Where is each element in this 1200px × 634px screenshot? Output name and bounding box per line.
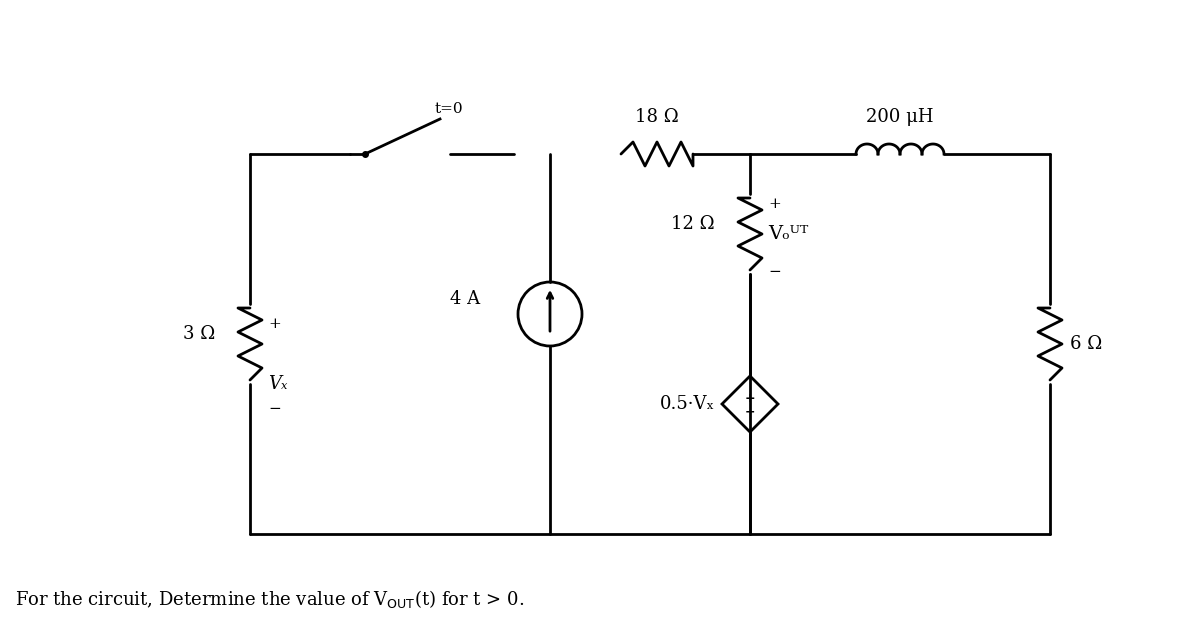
Text: 18 Ω: 18 Ω <box>635 108 679 126</box>
Text: Vₓ: Vₓ <box>268 375 287 393</box>
Text: −: − <box>268 402 281 416</box>
Text: 6 Ω: 6 Ω <box>1070 335 1103 353</box>
Text: 4 A: 4 A <box>450 290 480 308</box>
Text: +: + <box>268 317 281 331</box>
Text: −: − <box>768 265 781 279</box>
Text: 3 Ω: 3 Ω <box>182 325 215 343</box>
Text: 0.5·Vₓ: 0.5·Vₓ <box>660 395 715 413</box>
Text: 12 Ω: 12 Ω <box>671 215 715 233</box>
Text: For the circuit, Determine the value of V$_{\mathrm{OUT}}$(t) for t > 0.: For the circuit, Determine the value of … <box>14 588 524 610</box>
Text: +: + <box>768 197 781 211</box>
Text: Vₒᵁᵀ: Vₒᵁᵀ <box>768 225 809 243</box>
Text: +: + <box>745 392 755 406</box>
Text: −: − <box>745 406 755 418</box>
Text: 200 μH: 200 μH <box>866 108 934 126</box>
Text: t=0: t=0 <box>434 102 463 116</box>
